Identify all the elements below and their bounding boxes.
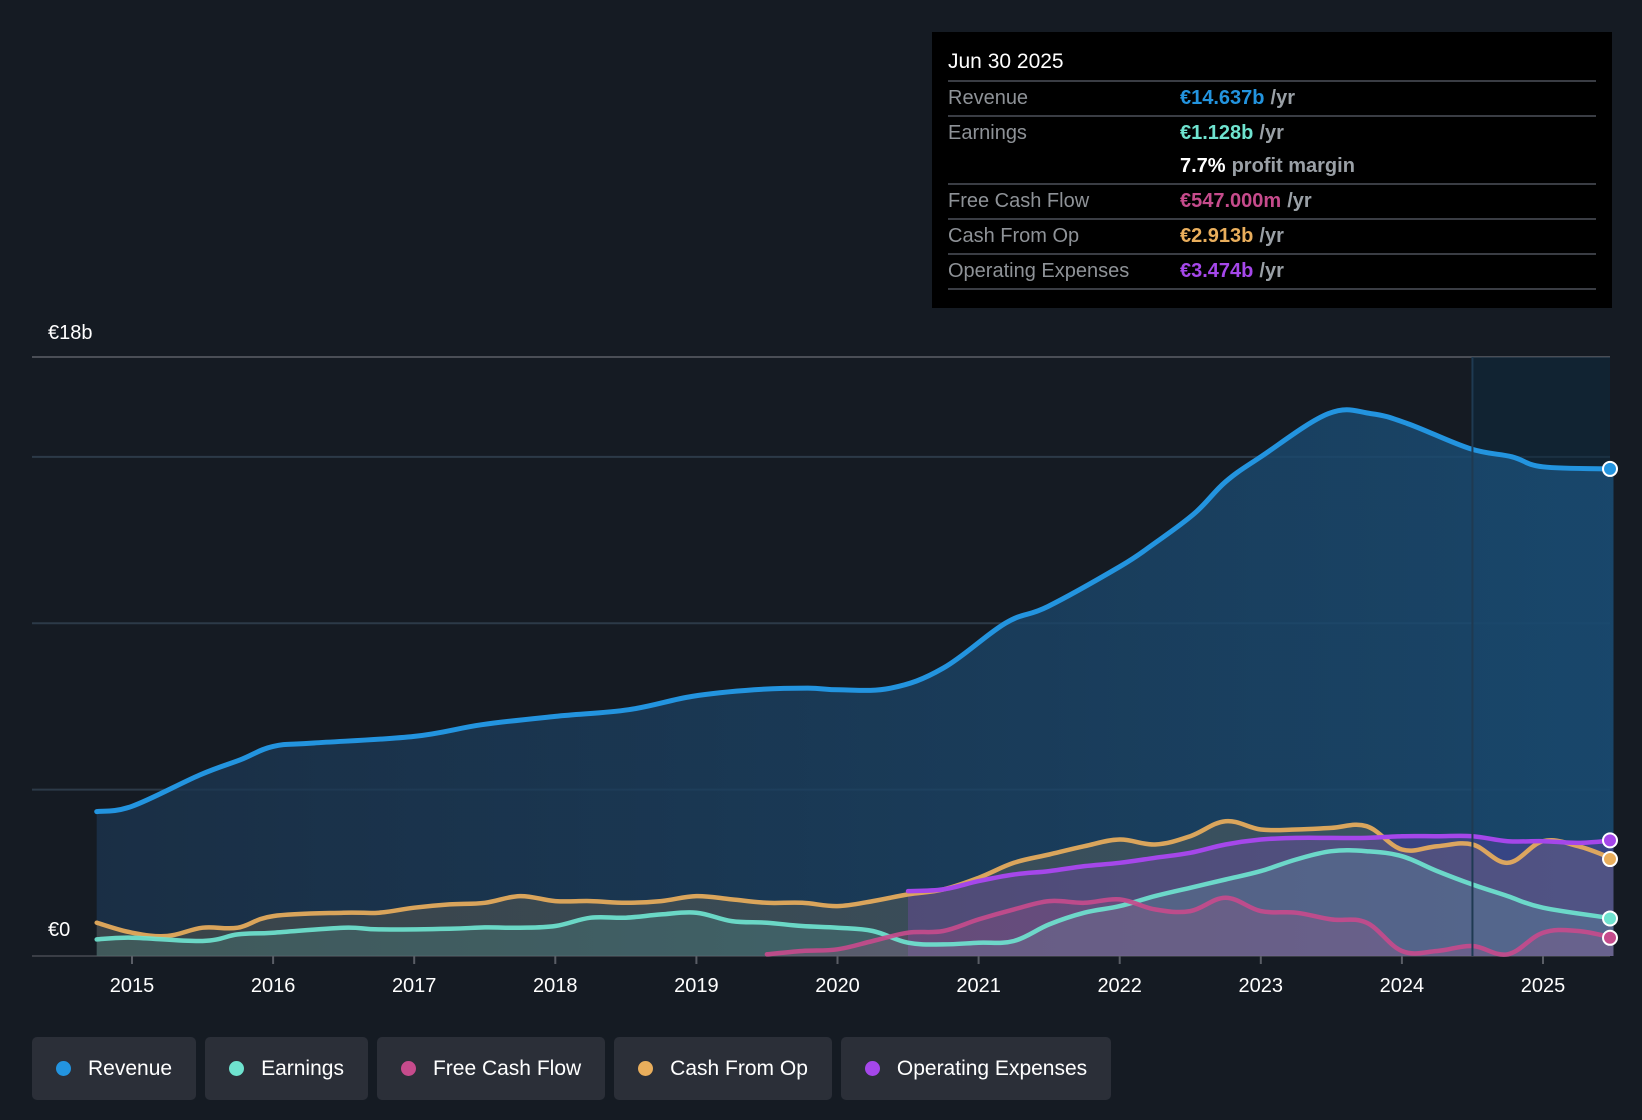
tooltip-row-unit: /yr [1270,87,1295,109]
legend-dot-icon [229,1061,245,1076]
tooltip-row-label: Revenue [948,87,1029,109]
series-end-markers [1602,460,1618,946]
series-areas [96,409,1614,956]
legend-item-operating-expenses[interactable]: Operating Expenses [840,1037,1112,1100]
x-tick-label: 2024 [1380,975,1425,997]
legend: Revenue Earnings Free Cash Flow Cash From O… [32,1037,1112,1100]
legend-dot-icon [864,1061,880,1076]
legend-label: Free Cash Flow [432,1056,582,1080]
x-tick-label: 2015 [110,975,155,997]
tooltip-row: 7.7% profit margin [948,150,1596,185]
legend-item-revenue[interactable]: Revenue [32,1037,197,1100]
tooltip-row-label: Free Cash Flow [948,190,1090,212]
legend-item-free-cash-flow[interactable]: Free Cash Flow [376,1037,606,1100]
legend-item-cash-from-op[interactable]: Cash From Op [614,1037,832,1100]
line-cash-from-op [94,818,1616,939]
legend-dot-icon [400,1061,416,1076]
area-operating-expenses [908,835,1614,956]
area-revenue [96,409,1614,956]
line-operating-expenses [905,833,1616,894]
x-tick-label: 2023 [1239,975,1284,997]
tooltip-row-label: Operating Expenses [948,260,1130,282]
tooltip-row-value: €14.637b [1180,87,1265,109]
tooltip-row-label: Cash From Op [948,225,1080,247]
end-marker-cash-from-op [1602,851,1618,868]
x-axis: 2015 2016 2017 2018 2019 2020 2021 2022 2023 2024… [110,956,1566,997]
legend-dot-icon [56,1061,71,1076]
end-marker-free-cash-flow [1602,929,1618,946]
tooltip-row-unit: profit margin [1231,155,1355,177]
legend-dot-icon [638,1061,654,1076]
tooltip-row-unit: /yr [1259,225,1284,247]
x-tick-label: 2016 [251,975,296,997]
x-tick-label: 2021 [956,975,1001,997]
tooltip-row: Free Cash Flow €547.000m/yr [948,185,1596,220]
x-tick-label: 2019 [674,975,719,997]
tooltip-row-value: €1.128b [1180,122,1254,144]
legend-label: Revenue [88,1056,173,1080]
x-tick-label: 2020 [815,975,860,997]
end-marker-operating-expenses [1602,832,1618,849]
tooltip-row-label: Earnings [948,122,1027,144]
x-tick-label: 2017 [392,975,437,997]
y-tick-label-bottom: €0 [48,919,70,941]
x-tick-label: 2022 [1097,975,1142,997]
x-tick-label: 2018 [533,975,578,997]
legend-item-earnings[interactable]: Earnings [205,1037,368,1100]
tooltip: Jun 30 2025 Revenue €14.637b/yr Earnings €1… [932,32,1612,308]
tooltip-row-value: €2.913b [1180,225,1254,247]
x-tick-label: 2025 [1521,975,1566,997]
tooltip-row-label [948,150,1180,183]
tooltip-row-unit: /yr [1259,122,1284,144]
tooltip-row-value: 7.7% [1180,155,1226,177]
area-cash-from-op [96,821,1614,956]
legend-label: Earnings [261,1056,344,1080]
tooltip-row: Revenue €14.637b/yr [948,82,1596,117]
end-marker-earnings [1602,910,1618,927]
tooltip-row: Earnings €1.128b/yr [948,117,1596,150]
tooltip-row-value: €547.000m [1180,190,1282,212]
tooltip-row: Operating Expenses €3.474b/yr [948,255,1596,290]
line-revenue [94,407,1616,815]
legend-label: Operating Expenses [896,1056,1088,1080]
tooltip-date: Jun 30 2025 [948,46,1596,82]
tooltip-row-unit: /yr [1287,190,1312,212]
legend-label: Cash From Op [670,1056,808,1080]
tooltip-row-unit: /yr [1259,260,1284,282]
y-tick-label-top: €18b [48,322,93,344]
tooltip-row: Cash From Op €2.913b/yr [948,220,1596,255]
end-marker-revenue [1602,460,1618,477]
tooltip-row-value: €3.474b [1180,260,1254,282]
